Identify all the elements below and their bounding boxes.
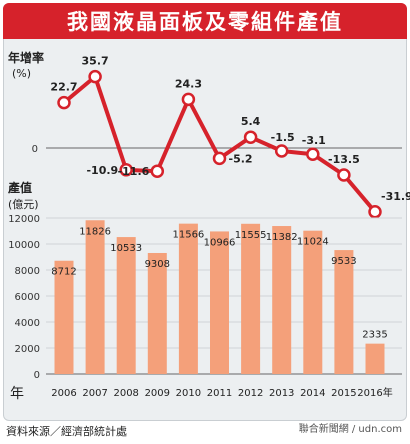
source-note: 資料來源／經濟部統計處 <box>6 425 127 438</box>
growth-point <box>337 168 351 182</box>
x-tick-label: 2015 <box>331 388 356 399</box>
bar-data-label: 10533 <box>110 243 142 254</box>
growth-point <box>212 151 227 166</box>
x-tick-label: 2011 <box>207 388 232 399</box>
output-bar <box>210 231 229 374</box>
bar-y-tick: 0 <box>34 370 40 381</box>
chart-title: 我國液晶面板及零組件產值 <box>67 10 343 34</box>
growth-point <box>150 164 165 178</box>
growth-data-label: -11.6 <box>118 165 150 178</box>
x-tick-label: 2012 <box>238 388 263 399</box>
bar-data-label: 11382 <box>266 232 298 243</box>
growth-data-label: -3.1 <box>302 134 326 147</box>
growth-point <box>181 92 196 107</box>
growth-point <box>119 163 133 177</box>
bar-y-tick: 8000 <box>15 266 40 277</box>
output-bar <box>241 223 261 374</box>
output-bar <box>365 343 385 374</box>
output-bar <box>334 250 354 374</box>
bar-y-tick: 10000 <box>8 240 40 251</box>
bar-data-label: 11555 <box>235 230 267 241</box>
output-bar <box>272 226 292 374</box>
bar-data-label: 8712 <box>51 267 76 278</box>
line-y-label: 年增率 <box>8 50 44 65</box>
bar-data-label: 11024 <box>297 237 329 248</box>
watermark: 聯合新聞網 / udn.com <box>298 424 402 435</box>
bar-data-label: 11826 <box>79 226 111 237</box>
x-tick-label: 2009 <box>145 388 170 399</box>
x-tick-label: 2014 <box>300 388 325 399</box>
growth-point <box>243 130 258 144</box>
output-bar <box>85 220 105 374</box>
bar-data-label: 9308 <box>145 259 170 270</box>
growth-line-chart: 年增率 (%) 0 22.7 35.7 -10.9 -11.6 24.3 -5.2 5.4 -1.5… <box>8 50 410 219</box>
growth-data-label: 35.7 <box>82 55 109 68</box>
x-tick-label: 2013 <box>269 388 294 399</box>
growth-data-label: -13.5 <box>328 153 360 166</box>
x-tick-label: 2006 <box>51 388 76 399</box>
growth-data-label: -31.9 <box>381 190 410 203</box>
title-bar: 我國液晶面板及零組件產值 <box>3 3 407 39</box>
growth-point <box>274 144 289 158</box>
bar-y-tick: 4000 <box>15 318 40 329</box>
line-zero-tick: 0 <box>32 144 38 155</box>
growth-point <box>57 95 71 110</box>
growth-point <box>88 69 102 84</box>
growth-series-line <box>62 74 377 214</box>
output-bar <box>303 230 323 374</box>
bar-y-tick: 2000 <box>15 344 40 355</box>
x-tick-label: 2007 <box>82 388 107 399</box>
growth-point <box>306 147 320 161</box>
growth-data-label: -10.9 <box>86 164 118 177</box>
growth-data-label: -1.5 <box>271 131 295 144</box>
growth-point <box>368 205 382 219</box>
output-bar <box>116 237 136 374</box>
line-y-unit: (%) <box>12 67 31 80</box>
bar-data-label: 9533 <box>331 256 356 267</box>
output-bar <box>178 223 198 374</box>
bar-x-label: 年 <box>10 386 24 402</box>
x-tick-label: 2016年 <box>357 386 392 399</box>
output-bar <box>54 260 74 374</box>
bar-data-label: 2335 <box>362 330 387 341</box>
x-tick-label: 2008 <box>113 388 138 399</box>
x-tick-label: 2010 <box>176 388 201 399</box>
output-bar <box>147 252 167 374</box>
bar-data-label: 10966 <box>204 237 236 248</box>
bar-y-label: 產值 <box>7 180 32 195</box>
bar-y-unit: (億元) <box>8 198 39 211</box>
growth-data-label: -5.2 <box>229 152 253 165</box>
output-bar-chart: 產值 (億元) 0 2000 4000 6000 8000 10000 12000 8712 118… <box>7 180 402 402</box>
bar-data-label: 11566 <box>172 230 204 241</box>
growth-data-label: 22.7 <box>50 81 77 94</box>
bar-y-tick: 6000 <box>15 292 40 303</box>
growth-data-label: 24.3 <box>175 77 202 90</box>
bar-y-tick: 12000 <box>8 214 40 225</box>
growth-data-label: 5.4 <box>241 115 261 128</box>
